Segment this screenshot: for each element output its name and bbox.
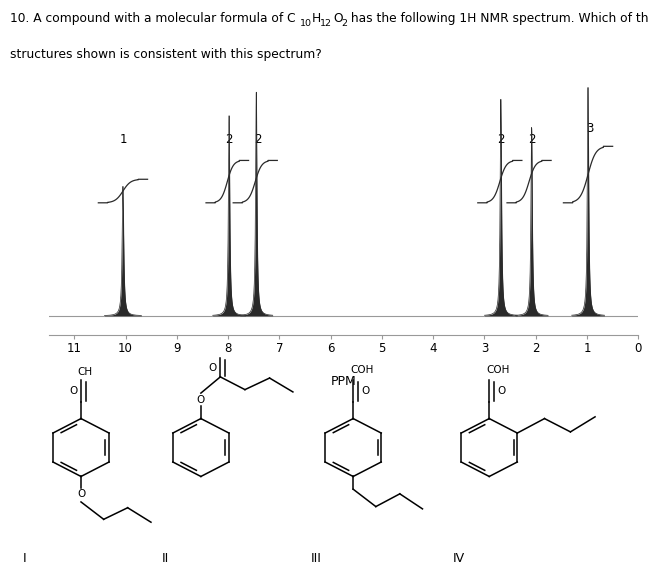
Text: PPM: PPM [330,375,356,388]
Text: 2: 2 [226,133,233,146]
Text: 3: 3 [586,121,594,134]
Text: II: II [161,552,169,565]
Text: O: O [333,13,343,25]
Text: H: H [312,13,321,25]
Text: III: III [311,552,321,565]
Text: 1: 1 [119,133,127,146]
Text: O: O [209,363,217,372]
Text: has the following 1H NMR spectrum. Which of the: has the following 1H NMR spectrum. Which… [347,13,648,25]
Text: O: O [197,395,205,404]
Text: 10. A compound with a molecular formula of C: 10. A compound with a molecular formula … [10,13,295,25]
Text: COH: COH [487,365,510,375]
Text: O: O [361,386,369,396]
Text: 10: 10 [300,19,312,28]
Text: structures shown is consistent with this spectrum?: structures shown is consistent with this… [10,48,322,61]
Text: 2: 2 [341,19,347,28]
Text: 2: 2 [528,133,535,146]
Text: O: O [69,386,78,396]
Text: 2: 2 [254,133,262,146]
Text: O: O [497,386,505,396]
Text: COH: COH [351,365,374,375]
Text: IV: IV [453,552,465,565]
Text: I: I [23,552,27,565]
Text: O: O [77,489,85,499]
Text: CH: CH [78,367,93,377]
Text: 12: 12 [320,19,332,28]
Text: 2: 2 [497,133,505,146]
